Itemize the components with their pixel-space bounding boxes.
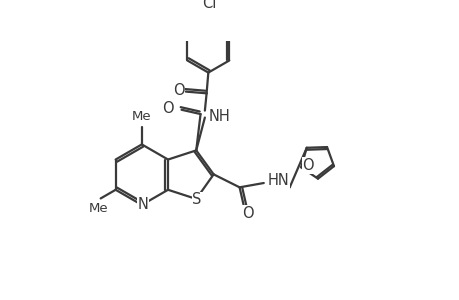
Text: Cl: Cl: [202, 0, 216, 11]
Text: S: S: [192, 192, 202, 207]
Text: N: N: [137, 197, 148, 212]
Text: NH: NH: [208, 109, 230, 124]
Text: O: O: [173, 83, 185, 98]
Text: O: O: [242, 206, 253, 221]
Text: HN: HN: [267, 173, 288, 188]
Text: Me: Me: [132, 110, 151, 123]
Text: Me: Me: [89, 202, 108, 215]
Text: O: O: [162, 100, 174, 116]
Text: O: O: [302, 158, 313, 173]
